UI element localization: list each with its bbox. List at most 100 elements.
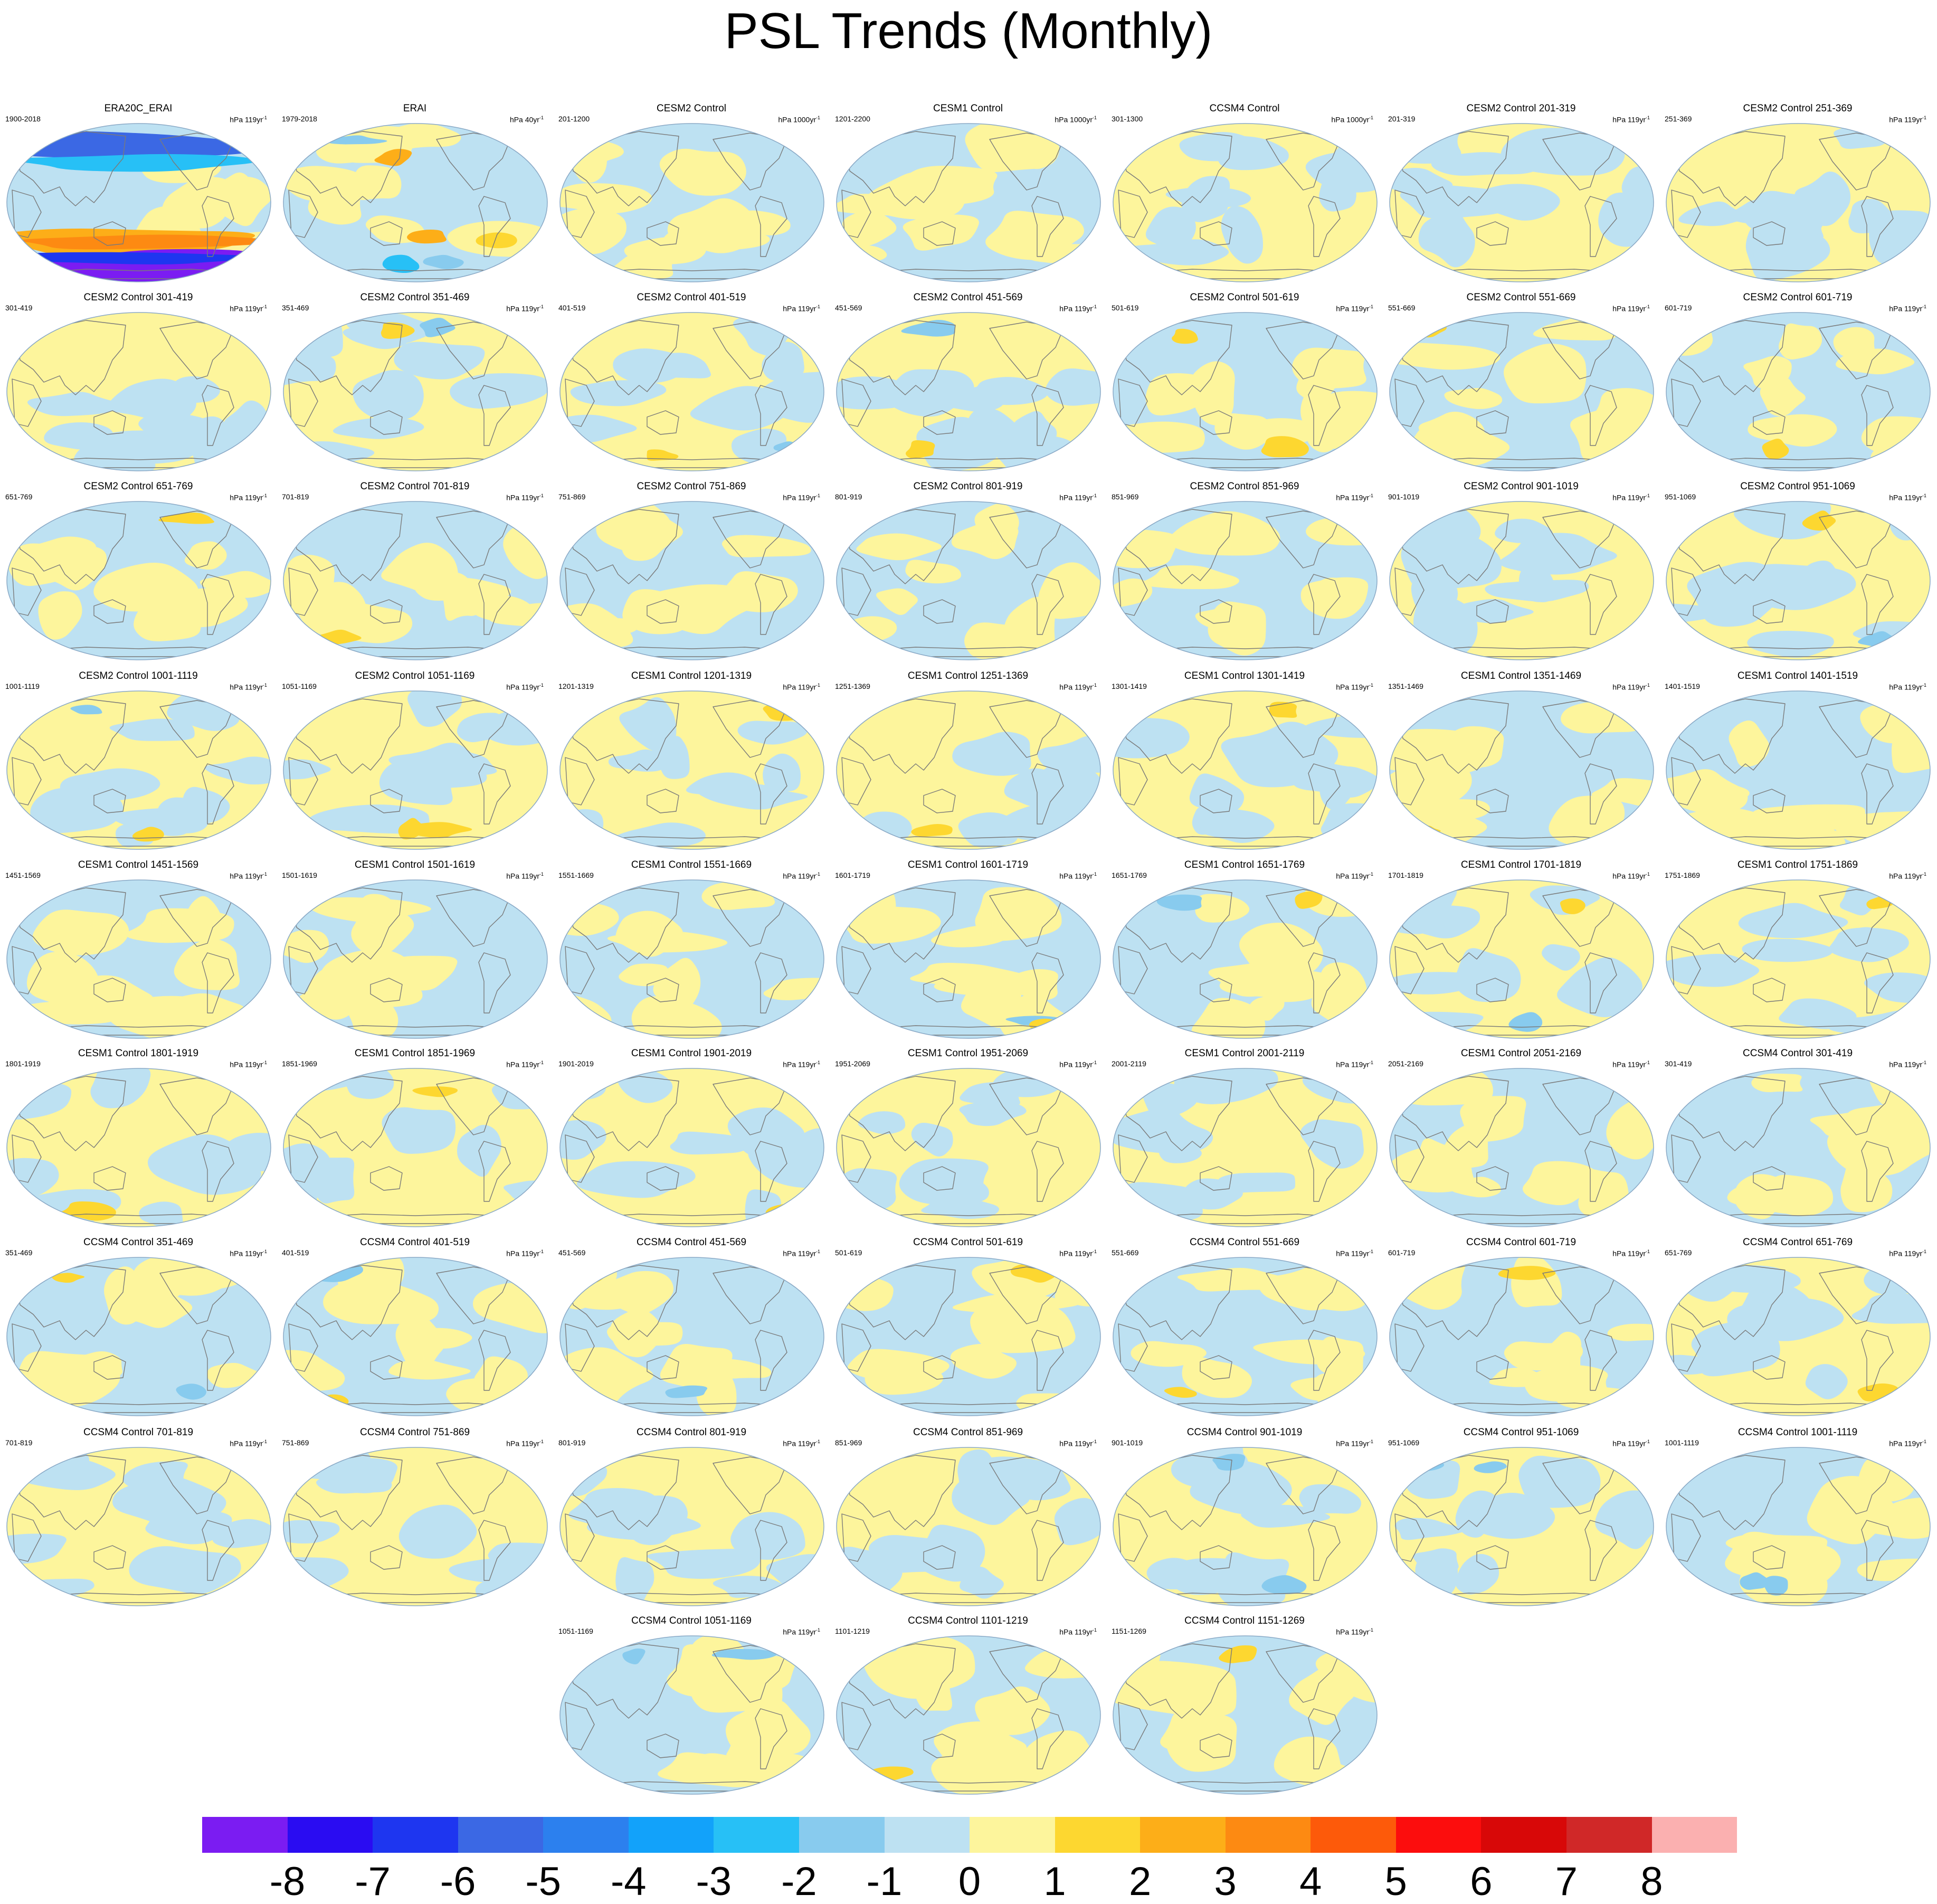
map-panel: CESM1 Control 1201-2200 hPa 1000yr-1 — [830, 103, 1106, 288]
globe-map — [1666, 1068, 1931, 1227]
panel-years: 2001-2119 — [1112, 1059, 1146, 1068]
globe-map — [6, 690, 271, 850]
anomaly-region — [607, 1321, 683, 1347]
panel-years: 701-819 — [5, 1438, 33, 1447]
anomaly-region — [1200, 808, 1275, 843]
anomaly-region — [1300, 714, 1377, 738]
coast-africa — [1394, 378, 1425, 427]
panel-years: 1001-1119 — [1665, 1438, 1699, 1447]
coast-greenland — [1893, 886, 1910, 903]
panel-units-exponent: -1 — [815, 872, 820, 877]
panel-title: CESM1 Control 1501-1619 — [354, 859, 476, 870]
globe-map — [1113, 312, 1378, 471]
anomaly-region — [576, 1161, 696, 1198]
panel-units-text: hPa 119yr — [1336, 683, 1369, 691]
globe-border — [1666, 501, 1931, 660]
panel-title: CCSM4 Control 1151-1269 — [1184, 1615, 1305, 1626]
panel-title: ERA20C_ERAI — [104, 103, 173, 114]
coast-south-america — [478, 196, 511, 257]
coast-south-america — [1584, 952, 1617, 1013]
anomaly-region — [1390, 972, 1479, 994]
globe-map — [1113, 501, 1378, 660]
colorbar-tick-label: 1 — [1043, 1859, 1066, 1904]
anomaly-region — [902, 165, 998, 205]
map-field — [837, 124, 1100, 282]
anomaly-region — [1390, 167, 1453, 198]
panel-units-text: hPa 119yr — [783, 304, 816, 313]
coast-south-america — [1861, 385, 1894, 446]
coast-australia — [923, 1166, 956, 1191]
globe-map — [1666, 501, 1931, 660]
map-panel: CESM2 Control 1051-1169 1051-1169 hPa 119y… — [277, 670, 553, 855]
map-panel: CESM2 Control 851-969 851-969 hPa 119yr-1 — [1106, 481, 1383, 666]
anomaly-region — [737, 721, 808, 745]
panel-units: hPa 119yr-1 — [1059, 681, 1097, 691]
anomaly-region — [1319, 172, 1356, 212]
coast-australia — [370, 599, 403, 624]
anomaly-region — [910, 963, 1025, 987]
globe-map — [559, 1257, 824, 1416]
colorbar-swatch — [543, 1817, 629, 1853]
panel-units-text: hPa 119yr — [230, 683, 263, 691]
panel-years: 201-319 — [1388, 115, 1416, 123]
colorbar-tick-label: -8 — [269, 1859, 306, 1904]
coast-australia — [647, 1355, 679, 1380]
coast-greenland — [1616, 886, 1633, 903]
coast-asia — [293, 1265, 403, 1340]
panel-units-text: hPa 119yr — [1059, 1439, 1093, 1448]
coast-greenland — [1893, 697, 1910, 714]
anomaly-region — [1431, 152, 1540, 176]
panel-title: CCSM4 Control 801-919 — [636, 1427, 747, 1438]
map-panel: CESM2 Control 1001-1119 1001-1119 hPa 119y… — [0, 670, 277, 855]
coast-asia — [1400, 320, 1509, 395]
globe-border — [6, 501, 271, 660]
coast-asia — [1123, 1455, 1232, 1530]
colorbar-tick-label: 5 — [1384, 1859, 1407, 1904]
coast-australia — [1200, 1545, 1232, 1570]
globe-map — [1113, 1068, 1378, 1227]
map-panel: CESM2 Control 301-419 301-419 hPa 119yr-1 — [0, 292, 277, 477]
map-panel: CCSM4 Control 751-869 751-869 hPa 119yr-1 — [277, 1427, 553, 1612]
strong-anomaly-region — [1261, 1575, 1307, 1595]
globe-map — [6, 1447, 271, 1606]
anomaly-region — [1711, 570, 1759, 606]
globe-map — [836, 1447, 1101, 1606]
coast-greenland — [1616, 129, 1633, 146]
panel-units-text: hPa 1000yr — [1331, 115, 1369, 124]
panel-units-text: hPa 119yr — [783, 493, 816, 502]
coast-south-america — [1308, 1141, 1341, 1202]
colorbar-swatch — [1140, 1817, 1226, 1853]
coast-asia — [17, 131, 126, 206]
panel-units: hPa 119yr-1 — [1059, 1058, 1097, 1069]
panel-units: hPa 119yr-1 — [1336, 1058, 1373, 1069]
panel-units-text: hPa 119yr — [783, 1439, 816, 1448]
map-panel: CESM1 Control 1851-1969 1851-1969 hPa 119y… — [277, 1048, 553, 1233]
globe-border — [6, 879, 271, 1039]
map-panel: CCSM4 Control 851-969 851-969 hPa 119yr-1 — [830, 1427, 1106, 1612]
panel-units-text: hPa 119yr — [1612, 683, 1646, 691]
globe-border — [559, 690, 824, 850]
coast-australia — [370, 221, 403, 246]
map-field — [837, 501, 1100, 660]
anomaly-region — [1195, 606, 1262, 629]
coast-australia — [647, 1545, 679, 1570]
panel-units: hPa 119yr-1 — [506, 1247, 544, 1258]
anomaly-region — [283, 1520, 340, 1544]
panel-years: 301-419 — [5, 304, 33, 312]
coast-australia — [923, 789, 956, 813]
coast-australia — [647, 1734, 679, 1758]
coast-south-america — [1861, 763, 1894, 825]
globe-border — [1113, 1447, 1378, 1606]
panel-units: hPa 119yr-1 — [230, 302, 267, 313]
anomaly-region — [1518, 1455, 1601, 1508]
panel-units: hPa 119yr-1 — [1889, 1058, 1926, 1069]
map-field — [837, 312, 1100, 471]
globe-border — [1666, 1257, 1931, 1416]
panel-units-text: hPa 119yr — [1612, 115, 1646, 124]
anomaly-region — [958, 812, 1019, 848]
anomaly-region — [931, 925, 1007, 948]
strong-anomaly-region — [476, 232, 517, 249]
anomaly-region — [30, 788, 124, 833]
globe-border — [6, 1447, 271, 1606]
coast-greenland — [510, 507, 527, 524]
